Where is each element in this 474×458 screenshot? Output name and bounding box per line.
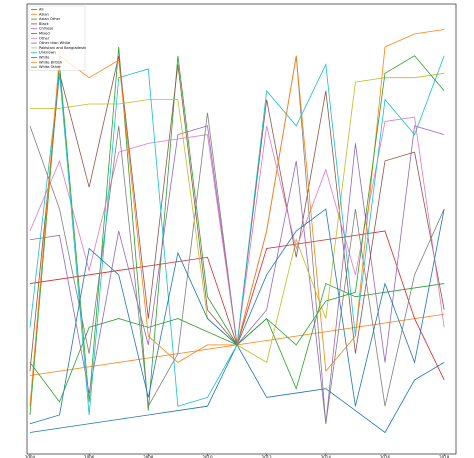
series-line bbox=[29, 116, 445, 345]
x-tick-label: 2006 bbox=[84, 455, 95, 458]
legend-label: Unknown bbox=[39, 51, 56, 55]
legend-label: Chinese bbox=[39, 27, 54, 31]
x-tick-label: 2018 bbox=[439, 455, 450, 458]
legend-label: White Other bbox=[39, 65, 61, 69]
x-tick-label: 2014 bbox=[321, 455, 332, 458]
legend-label: White British bbox=[39, 60, 62, 64]
plot-frame bbox=[26, 3, 457, 455]
series-line bbox=[29, 55, 445, 415]
legend-label: All bbox=[39, 8, 43, 12]
x-tick-label: 2004 bbox=[25, 455, 36, 458]
series-line bbox=[29, 47, 445, 415]
legend-label: Asian Other bbox=[39, 17, 61, 21]
x-tick-label: 2016 bbox=[380, 455, 391, 458]
legend-label: Black bbox=[39, 22, 50, 26]
x-tick-label: 2012 bbox=[262, 455, 273, 458]
series-line bbox=[29, 230, 445, 381]
legend-label: Mixed bbox=[39, 32, 50, 36]
series-line bbox=[29, 29, 445, 407]
legend-box bbox=[28, 5, 86, 71]
legend-label: Other than White bbox=[39, 41, 71, 45]
series-line bbox=[29, 55, 445, 372]
legend-label: Other bbox=[39, 36, 50, 40]
legend-label: White bbox=[39, 56, 50, 60]
series-line bbox=[29, 72, 445, 364]
series-line bbox=[29, 208, 445, 425]
legend-label: Asian bbox=[39, 12, 49, 16]
x-tick-label: 2008 bbox=[143, 455, 154, 458]
series-line bbox=[29, 55, 445, 403]
legend-label: Pakistani and Bangladeshi bbox=[39, 46, 86, 50]
x-tick-label: 2010 bbox=[202, 455, 213, 458]
